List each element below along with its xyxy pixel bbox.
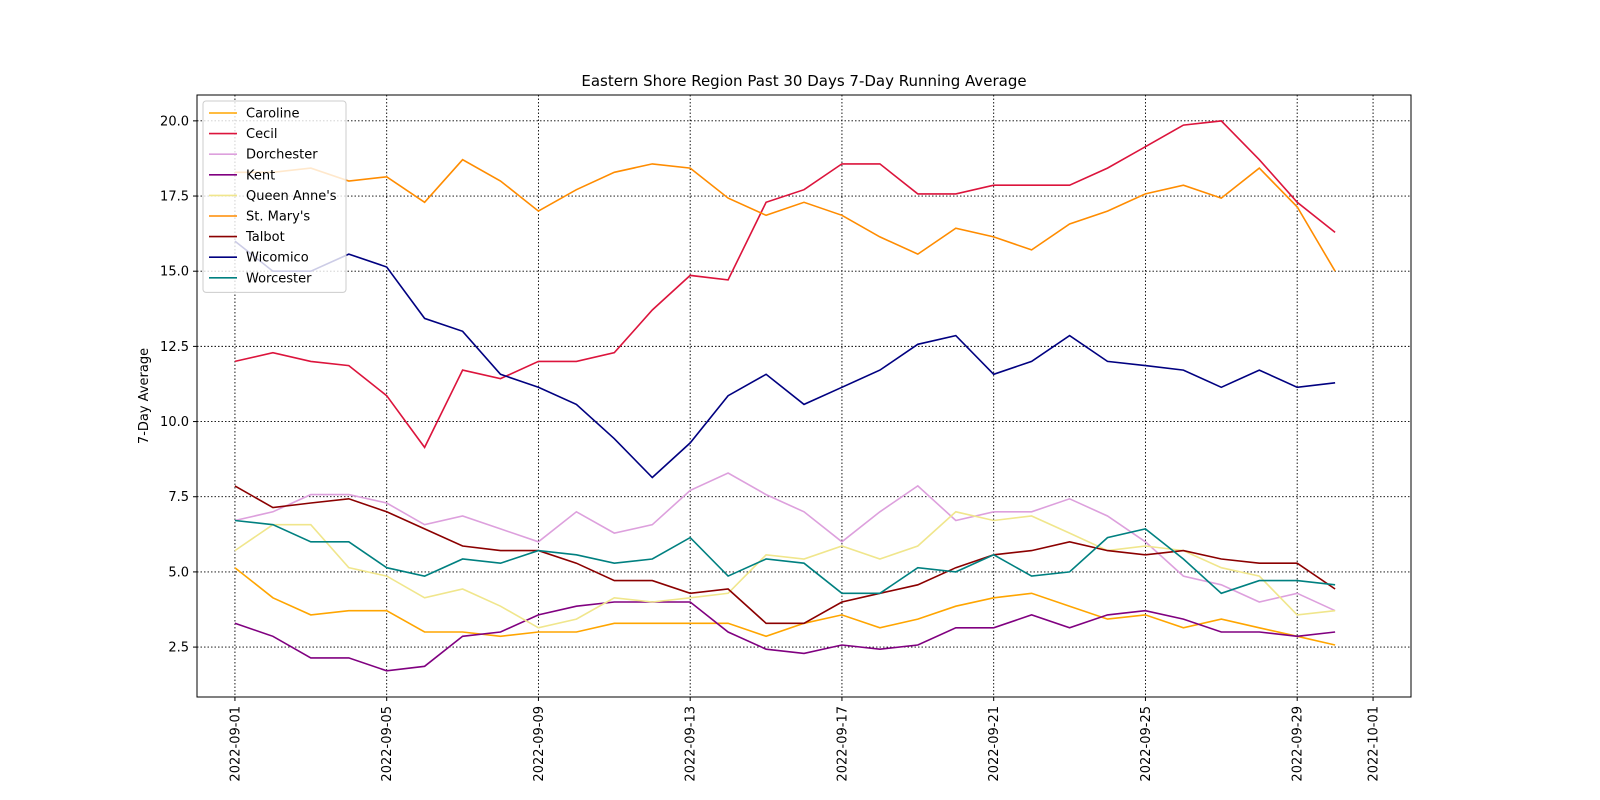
legend-label: Dorchester [246, 148, 318, 163]
legend-label: Talbot [245, 230, 285, 245]
x-tick-label: 2022-09-21 [987, 706, 1002, 782]
legend: Caroline Cecil Dorchester Kent Queen Anne's S… [202, 100, 347, 293]
series-line [234, 485, 1336, 625]
legend-label: Caroline [246, 107, 300, 122]
series-line [234, 510, 1336, 629]
legend-label: St. Mary's [246, 210, 310, 225]
legend-label: Cecil [246, 127, 277, 142]
y-axis-label: 7-Day Average [137, 348, 152, 444]
x-tick-label: 2022-09-13 [684, 706, 699, 782]
plot-frame [196, 94, 1412, 698]
legend-label: Kent [246, 168, 275, 183]
series-line [234, 567, 1336, 646]
series-line [234, 472, 1336, 612]
x-tick-label: 2022-09-25 [1139, 706, 1154, 782]
y-tick-label: 20.0 [160, 114, 189, 129]
x-tick-label: 2022-10-01 [1367, 706, 1382, 782]
legend-box [202, 100, 347, 293]
series-line [234, 601, 1336, 672]
y-tick-label: 15.0 [160, 265, 189, 280]
y-tick-label: 12.5 [160, 340, 189, 355]
x-tick-label: 2022-09-01 [228, 706, 243, 782]
series-line [234, 120, 1336, 449]
y-tick-label: 17.5 [160, 190, 189, 205]
x-tick-label: 2022-09-09 [532, 706, 547, 782]
y-tick-label: 2.5 [168, 641, 189, 656]
x-tick-label: 2022-09-29 [1291, 706, 1306, 782]
y-tick-label: 10.0 [160, 415, 189, 430]
y-tick-label: 5.0 [168, 565, 189, 580]
x-tick-label: 2022-09-05 [380, 706, 395, 782]
x-tick-label: 2022-09-17 [835, 706, 850, 782]
series-line [234, 158, 1336, 272]
series-line [234, 240, 1336, 479]
chart-title: Eastern Shore Region Past 30 Days 7-Day … [581, 72, 1026, 90]
legend-label: Queen Anne's [246, 189, 337, 204]
legend-label: Wicomico [246, 251, 309, 266]
y-tick-label: 7.5 [168, 490, 189, 505]
legend-label: Worcester [246, 271, 312, 286]
series-line [234, 519, 1336, 595]
